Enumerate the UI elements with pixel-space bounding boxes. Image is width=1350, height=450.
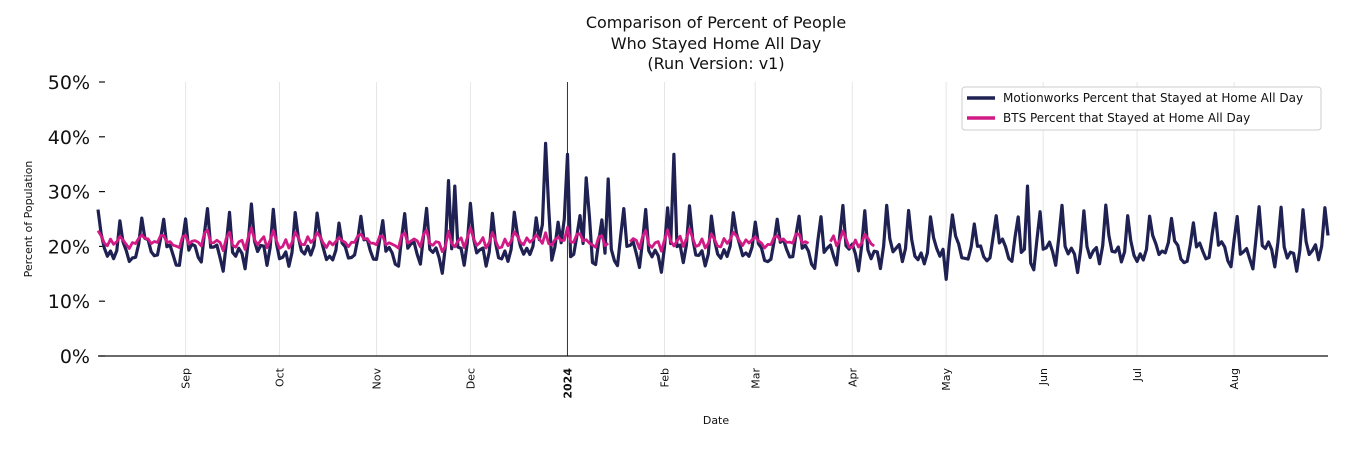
chart-title-line-3: (Run Version: v1): [647, 54, 784, 73]
y-axis: 0% 10% 20% 30% 40% 50%: [48, 72, 105, 368]
x-axis: Sep Oct Nov Dec 2024 Feb Mar Apr May Jun Jul Aug: [180, 367, 1241, 398]
legend: Motionworks Percent that Stayed at Home …: [961, 86, 1322, 131]
x-tick-label: Apr: [846, 368, 859, 388]
series-line-motionworks: [96, 141, 1330, 281]
series-line-bts-segment-3: [829, 229, 876, 249]
y-tick-label: 10%: [48, 291, 90, 313]
series-layer: [96, 141, 1330, 281]
x-tick-label: May: [940, 368, 953, 391]
y-axis-label: Percent of Population: [22, 161, 35, 278]
legend-label-motionworks: Motionworks Percent that Stayed at Home …: [1003, 91, 1303, 105]
y-tick-label: 0%: [60, 346, 90, 368]
x-tick-label: Aug: [1228, 368, 1241, 389]
x-tick-label: Jun: [1037, 368, 1050, 386]
x-tick-label: Feb: [658, 368, 671, 387]
x-tick-label: Jul: [1131, 368, 1144, 382]
chart-title: Comparison of Percent of People Who Stay…: [586, 13, 846, 73]
legend-box: [961, 86, 1322, 131]
series-line-bts-segment-1: [96, 225, 610, 253]
y-tick-label: 30%: [48, 182, 90, 204]
x-axis-label: Date: [703, 414, 730, 427]
chart-title-line-1: Comparison of Percent of People: [586, 13, 846, 32]
x-tick-label: 2024: [561, 368, 574, 399]
y-tick-label: 20%: [48, 236, 90, 258]
y-tick-label: 50%: [48, 72, 90, 94]
x-tick-label: Sep: [180, 368, 193, 389]
series-line-bts-segment-2: [629, 227, 810, 253]
x-tick-label: Mar: [749, 368, 762, 389]
y-tick-label: 40%: [48, 127, 90, 149]
x-tick-label: Nov: [371, 368, 384, 390]
x-tick-label: Oct: [274, 367, 287, 387]
legend-label-bts: BTS Percent that Stayed at Home All Day: [1003, 111, 1250, 125]
chart-title-line-2: Who Stayed Home All Day: [611, 34, 821, 53]
x-tick-label: Dec: [464, 368, 477, 389]
